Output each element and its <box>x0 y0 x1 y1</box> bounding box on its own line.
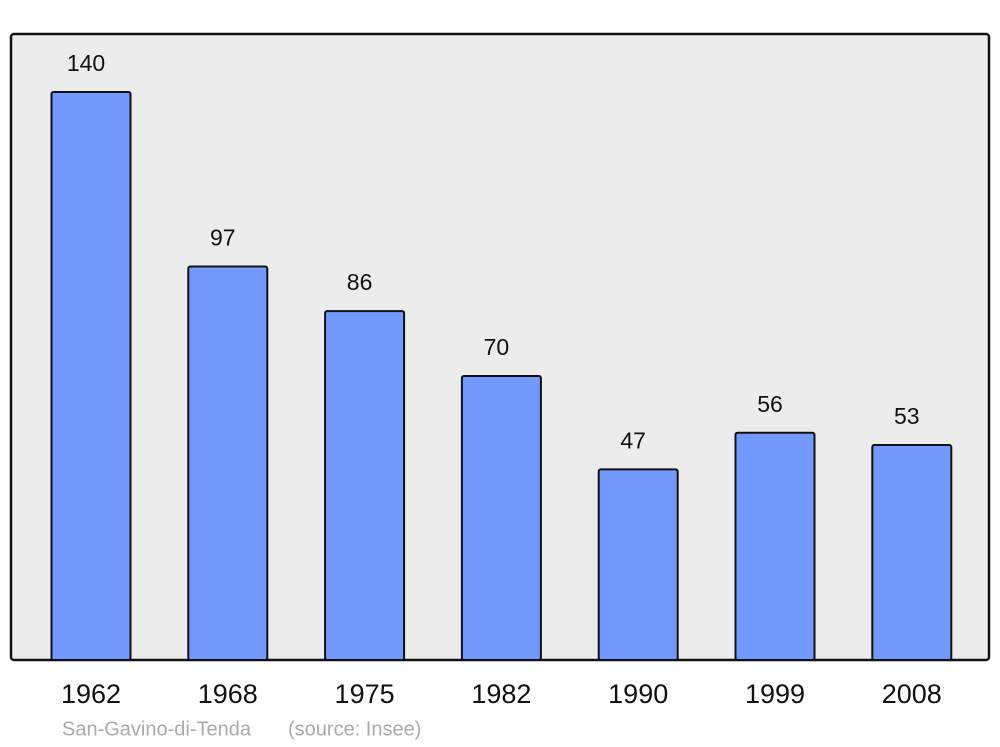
x-tick-label: 1962 <box>61 679 121 709</box>
bar <box>324 310 406 661</box>
value-label: 56 <box>757 391 783 417</box>
value-label: 70 <box>484 334 510 360</box>
value-label: 86 <box>347 269 373 295</box>
caption: San-Gavino-di-Tenda <box>62 718 252 740</box>
bar <box>734 431 816 661</box>
source: (source: Insee) <box>288 718 421 740</box>
bar <box>871 443 953 661</box>
x-tick-label: 2008 <box>882 679 942 709</box>
value-label: 47 <box>620 427 646 453</box>
value-label: 140 <box>67 50 105 76</box>
x-tick-label: 1999 <box>745 679 805 709</box>
bar <box>597 468 679 662</box>
x-tick-label: 1975 <box>335 679 395 709</box>
bar <box>187 265 269 661</box>
bar <box>50 91 132 661</box>
x-tick-label: 1990 <box>608 679 668 709</box>
value-label: 53 <box>894 403 920 429</box>
value-label: 97 <box>210 225 236 251</box>
bar <box>460 375 542 661</box>
x-tick-label: 1968 <box>198 679 258 709</box>
x-tick-label: 1982 <box>471 679 531 709</box>
